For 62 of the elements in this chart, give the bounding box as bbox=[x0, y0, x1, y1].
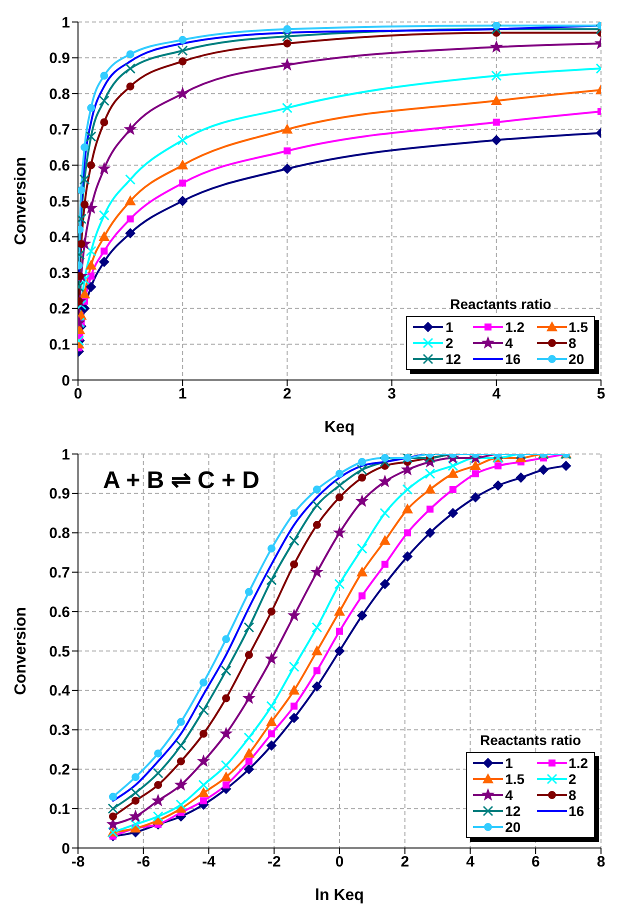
x-axis-title: Keq bbox=[324, 419, 355, 436]
y-tick-label: 0.2 bbox=[49, 300, 70, 318]
legend-label: 1.5 bbox=[505, 771, 525, 787]
legend-label: 4 bbox=[505, 335, 513, 351]
x-tick-label: 4 bbox=[466, 854, 476, 871]
x-tick-label: -6 bbox=[136, 854, 150, 871]
y-tick-label: 0.1 bbox=[49, 800, 70, 818]
legend-label: 1 bbox=[505, 755, 513, 771]
y-tick-label: 0.6 bbox=[49, 158, 70, 175]
x-tick-label: 0 bbox=[74, 386, 82, 403]
y-tick-label: 0.5 bbox=[49, 193, 70, 210]
annotation: A + B ⇌ C + D bbox=[103, 466, 260, 495]
legend-label: 20 bbox=[568, 351, 584, 367]
x-tick-label: 2 bbox=[283, 386, 292, 403]
x-axis-title: ln Keq bbox=[315, 887, 364, 904]
legend-label: 4 bbox=[505, 787, 513, 803]
legend-label: 2 bbox=[568, 771, 576, 787]
y-axis-title: Conversion bbox=[12, 606, 30, 696]
x-tick-label: 2 bbox=[400, 854, 410, 871]
x-tick-label: 8 bbox=[596, 854, 606, 871]
y-tick-label: 0 bbox=[62, 372, 70, 390]
y-tick-label: 1 bbox=[62, 446, 70, 464]
legend-title: Reactants ratio bbox=[449, 296, 552, 312]
legend-label: 16 bbox=[568, 803, 584, 819]
y-tick-label: 0.3 bbox=[49, 264, 70, 282]
legend-title: Reactants ratio bbox=[478, 732, 582, 748]
x-tick-label: 0 bbox=[335, 854, 344, 871]
legend-label: 1.2 bbox=[568, 755, 588, 771]
y-tick-label: 0.4 bbox=[49, 682, 71, 700]
legend-label: 12 bbox=[445, 351, 462, 367]
legend-label: 8 bbox=[568, 787, 576, 803]
x-tick-label: -4 bbox=[202, 854, 216, 871]
y-tick-label: 1 bbox=[62, 14, 70, 32]
y-tick-label: 0.3 bbox=[49, 722, 70, 740]
y-tick-label: 0.8 bbox=[49, 525, 70, 542]
legend-label: 1 bbox=[445, 319, 454, 335]
y-tick-label: 0.8 bbox=[49, 86, 70, 103]
y-tick-label: 0.2 bbox=[49, 762, 70, 779]
y-tick-label: 0.7 bbox=[49, 564, 70, 582]
legend-label: 12 bbox=[505, 803, 521, 819]
y-tick-label: 0.6 bbox=[49, 604, 70, 621]
legend-label: 1.5 bbox=[568, 319, 588, 335]
legend-label: 16 bbox=[505, 351, 521, 367]
legend-label: 1.2 bbox=[505, 319, 525, 335]
x-tick-label: 5 bbox=[596, 386, 606, 403]
y-axis-title: Conversion bbox=[12, 156, 30, 246]
x-tick-label: 1 bbox=[178, 386, 187, 403]
y-tick-label: 0.7 bbox=[49, 122, 70, 139]
legend-label: 2 bbox=[445, 335, 454, 351]
legend-label: 20 bbox=[505, 819, 521, 835]
x-tick-label: -2 bbox=[267, 854, 281, 871]
y-tick-label: 0.5 bbox=[49, 643, 70, 660]
x-tick-label: 4 bbox=[492, 386, 502, 403]
y-tick-label: 0.9 bbox=[49, 50, 70, 68]
x-tick-label: 3 bbox=[388, 386, 396, 403]
x-tick-label: -8 bbox=[71, 854, 85, 871]
y-tick-label: 0.1 bbox=[49, 336, 70, 354]
x-tick-label: 6 bbox=[531, 854, 540, 871]
y-tick-label: 0 bbox=[62, 840, 70, 858]
y-tick-label: 0.9 bbox=[49, 486, 70, 503]
y-tick-label: 0.4 bbox=[49, 229, 71, 246]
legend-label: 8 bbox=[568, 335, 576, 351]
